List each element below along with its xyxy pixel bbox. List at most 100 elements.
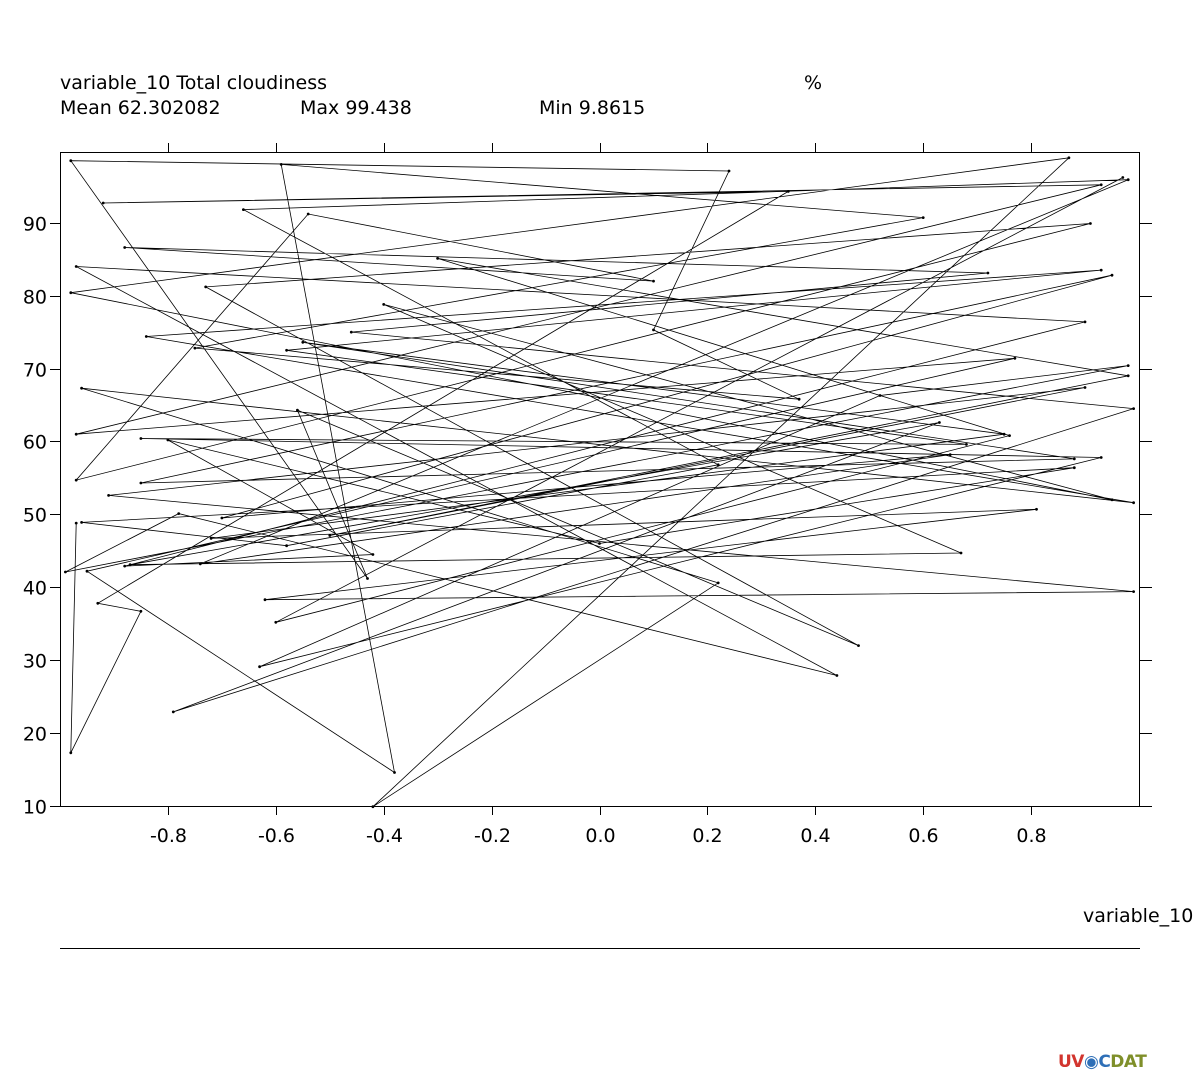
data-point — [716, 581, 720, 585]
data-point — [107, 494, 110, 497]
data-point — [948, 453, 952, 456]
data-point — [101, 201, 105, 205]
data-point — [959, 551, 963, 555]
data-point — [209, 537, 213, 540]
data-point — [74, 521, 78, 525]
axis-ticks — [50, 143, 1152, 815]
data-point — [74, 432, 78, 436]
data-point — [393, 771, 396, 774]
logo-part-uv: UV — [1058, 1052, 1084, 1072]
data-point — [258, 665, 261, 669]
data-point — [786, 190, 790, 193]
data-point — [74, 478, 78, 482]
data-series — [64, 156, 1135, 809]
data-point — [349, 330, 353, 334]
data-point — [921, 216, 925, 220]
data-point — [1099, 268, 1103, 272]
data-point — [1083, 320, 1087, 324]
data-point — [1132, 590, 1135, 593]
data-point — [204, 285, 208, 289]
y-tick-label: 40 — [23, 578, 47, 600]
data-point — [171, 710, 175, 714]
series-line — [65, 157, 1134, 808]
data-point — [69, 159, 73, 163]
data-point — [139, 609, 143, 613]
data-point — [366, 577, 369, 580]
x-tick-label: -0.4 — [366, 825, 403, 847]
x-tick-label: -0.8 — [150, 825, 187, 847]
data-point — [69, 751, 73, 755]
logo-part-c: C — [1098, 1052, 1111, 1072]
y-tick-label: 10 — [23, 797, 47, 819]
data-point — [220, 516, 224, 520]
data-point — [986, 271, 990, 275]
data-point — [1126, 374, 1130, 378]
x-tick-label: 0.6 — [908, 825, 938, 847]
data-point — [1089, 222, 1092, 225]
y-tick-label: 30 — [23, 651, 47, 673]
data-point — [166, 438, 170, 442]
chart-title: variable_10 Total cloudiness — [60, 72, 328, 94]
data-point — [80, 386, 83, 390]
data-point — [371, 553, 375, 556]
data-point — [64, 570, 67, 574]
data-point — [198, 562, 202, 566]
data-point — [96, 601, 100, 605]
data-point — [69, 291, 73, 295]
data-point — [1002, 432, 1006, 436]
data-point — [436, 257, 439, 260]
min-stat: Min 9.8615 — [539, 97, 646, 119]
data-point — [1013, 356, 1017, 360]
data-point — [128, 563, 132, 567]
data-point — [177, 512, 181, 515]
data-point — [652, 279, 655, 283]
data-point — [1110, 498, 1114, 502]
data-point — [328, 534, 332, 537]
y-tick-label: 20 — [23, 724, 47, 746]
data-point — [123, 246, 127, 249]
data-point — [306, 212, 310, 216]
data-point — [1072, 457, 1076, 461]
data-point — [285, 544, 288, 548]
data-point — [242, 208, 245, 212]
data-point — [123, 564, 127, 568]
y-tick-label: 60 — [23, 432, 47, 454]
data-point — [965, 443, 968, 446]
max-stat: Max 99.438 — [300, 97, 412, 119]
data-point — [878, 394, 882, 397]
data-point — [1067, 156, 1071, 160]
x-tick-label: 0.4 — [800, 825, 830, 847]
x-tick-label: 0.8 — [1016, 825, 1046, 847]
data-point — [1126, 178, 1130, 182]
y-tick-label: 90 — [23, 214, 47, 236]
units-label: % — [804, 72, 823, 94]
data-point — [139, 481, 143, 485]
data-point — [1126, 364, 1130, 367]
data-point — [1110, 273, 1114, 277]
data-point — [938, 421, 941, 424]
mean-stat: Mean 62.302082 — [60, 97, 221, 119]
data-point — [1099, 456, 1103, 459]
x-tick-label: -0.2 — [474, 825, 511, 847]
data-point — [1121, 176, 1125, 179]
data-point — [80, 521, 83, 524]
data-point — [797, 397, 801, 401]
data-point — [85, 569, 89, 573]
data-point — [296, 408, 299, 412]
uvcdat-logo: UV◉CDAT — [1058, 1052, 1147, 1072]
data-point — [382, 303, 386, 306]
logo-part-dat: DAT — [1110, 1052, 1147, 1072]
data-point — [727, 169, 731, 173]
data-point — [652, 328, 655, 332]
y-tick-label: 80 — [23, 287, 47, 309]
data-point — [1132, 407, 1135, 410]
data-point — [139, 437, 143, 440]
data-point — [263, 598, 267, 602]
axis-tick-labels: -0.8 -0.6 -0.4 -0.2 0.0 0.2 0.4 0.6 0.8 10 20 30 40 5… — [23, 214, 1047, 848]
y-tick-label: 50 — [23, 505, 47, 527]
x-tick-label: 0.0 — [585, 825, 615, 847]
data-point — [279, 163, 283, 166]
data-point — [274, 620, 278, 624]
data-point — [74, 265, 78, 268]
